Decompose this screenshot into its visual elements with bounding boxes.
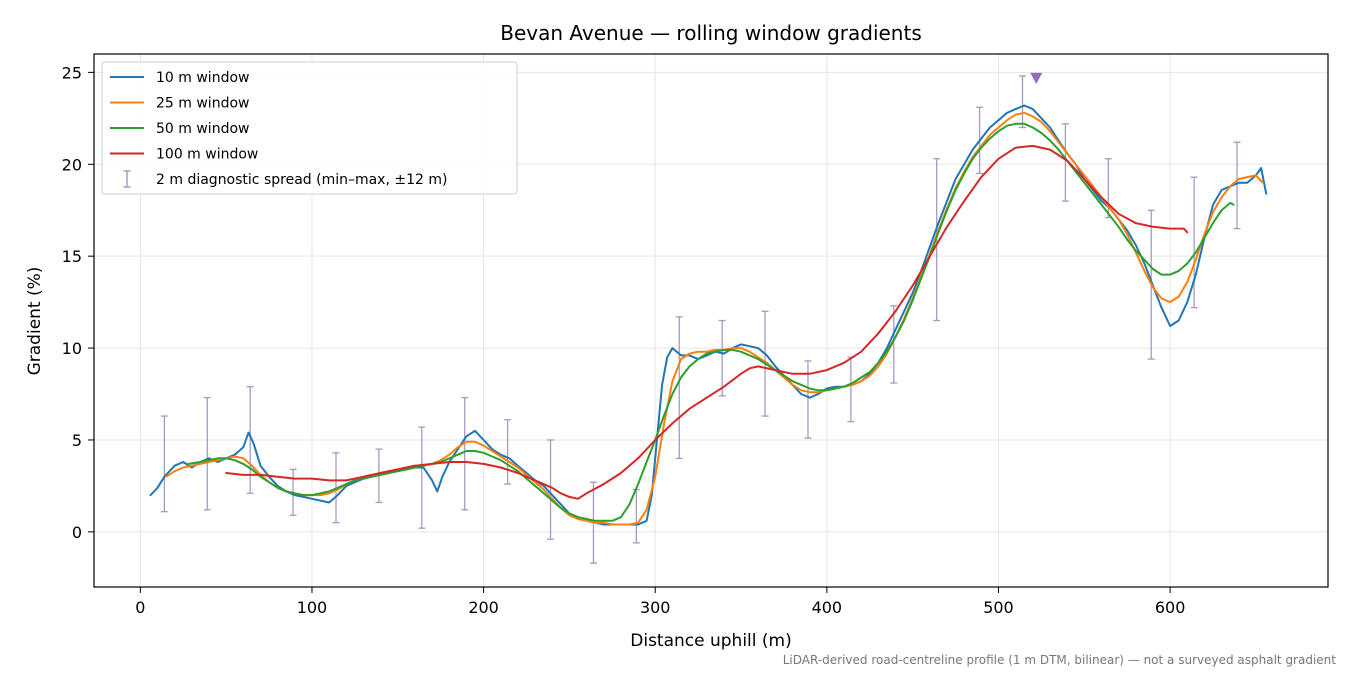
legend-label-2: 25 m window: [156, 96, 249, 112]
series-line-3: [187, 122, 1235, 522]
chart-title: Bevan Avenue — rolling window gradients: [500, 21, 922, 45]
axis-ticks: 0 100 200 300 400 500 600 0 5 10 15 20 25: [62, 63, 1186, 617]
plot-frame: [93, 53, 1329, 588]
error-bar: [504, 419, 512, 485]
y-tick-label: 5: [72, 431, 82, 450]
y-tick-label: 15: [62, 247, 82, 266]
error-bar: [675, 316, 683, 459]
error-bar: [547, 439, 555, 540]
footnote: LiDAR-derived road-centreline profile (1…: [783, 653, 1337, 667]
legend-label-4: 100 m window: [156, 147, 258, 163]
x-tick-label: 300: [640, 598, 671, 617]
peak-marker: [1030, 72, 1043, 84]
legend-box: [101, 61, 518, 195]
legend-label-errorbars: 2 m diagnostic spread (min–max, ±12 m): [156, 172, 447, 188]
x-tick-label: 0: [135, 598, 145, 617]
error-bars: [160, 75, 1241, 564]
error-bar: [1061, 123, 1069, 202]
x-tick-label: 400: [812, 598, 843, 617]
error-bar: [890, 305, 898, 384]
error-bar: [1019, 75, 1027, 129]
y-tick-label: 0: [72, 523, 82, 542]
error-bar: [1233, 141, 1241, 230]
error-bar: [160, 415, 168, 513]
y-tick-label: 25: [62, 63, 82, 82]
y-tick-label: 10: [62, 339, 82, 358]
x-axis-label: Distance uphill (m): [630, 631, 791, 651]
legend: 10 m window 25 m window 50 m window 100 m w…: [101, 61, 518, 195]
y-axis-label: Gradient (%): [25, 267, 45, 376]
error-bar: [203, 397, 211, 511]
series-line-1: [149, 104, 1268, 526]
legend-label-1: 10 m window: [156, 70, 249, 86]
error-bar: [461, 397, 469, 511]
x-tick-label: 100: [297, 598, 328, 617]
x-tick-label: 500: [983, 598, 1014, 617]
error-bar: [418, 426, 426, 529]
error-bar: [718, 319, 726, 397]
legend-label-3: 50 m window: [156, 121, 249, 137]
x-tick-label: 200: [468, 598, 499, 617]
series-lines: [149, 104, 1268, 526]
series-line-4: [225, 144, 1189, 500]
error-bar: [1190, 176, 1198, 309]
y-tick-label: 20: [62, 155, 82, 174]
x-tick-label: 600: [1155, 598, 1186, 617]
peak-marker-layer: [1030, 72, 1043, 84]
